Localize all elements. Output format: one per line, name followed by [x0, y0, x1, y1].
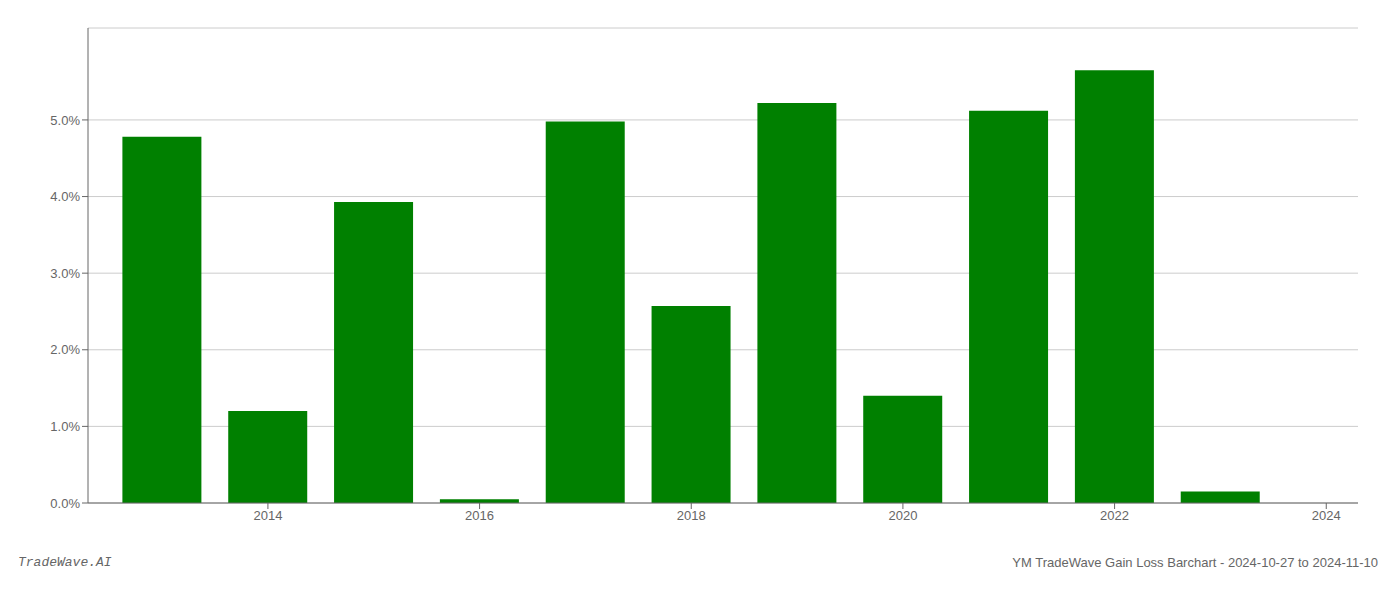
- svg-text:2022: 2022: [1100, 508, 1129, 523]
- svg-text:2020: 2020: [888, 508, 917, 523]
- svg-text:2.0%: 2.0%: [50, 342, 80, 357]
- svg-text:0.0%: 0.0%: [50, 496, 80, 511]
- svg-text:2018: 2018: [677, 508, 706, 523]
- svg-text:1.0%: 1.0%: [50, 419, 80, 434]
- svg-text:3.0%: 3.0%: [50, 266, 80, 281]
- html-text:TradeWave.AI: TradeWave.AI: [18, 555, 112, 570]
- svg-text:2016: 2016: [465, 508, 494, 523]
- svg-text:2024: 2024: [1312, 508, 1341, 523]
- svg-text:5.0%: 5.0%: [50, 113, 80, 128]
- html-text:YM TradeWave Gain Loss Barchar: YM TradeWave Gain Loss Barchart - 2024-1…: [1012, 555, 1378, 570]
- svg-text:4.0%: 4.0%: [50, 189, 80, 204]
- svg-text:2014: 2014: [253, 508, 282, 523]
